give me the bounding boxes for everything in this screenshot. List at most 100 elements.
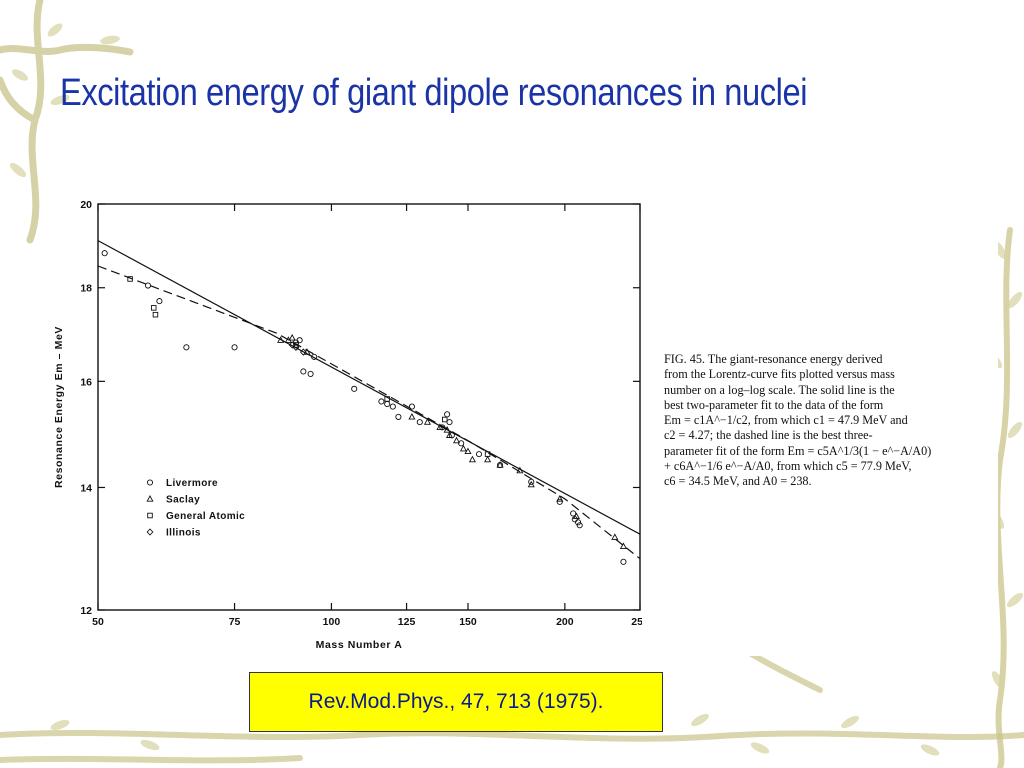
- point-livermore: [389, 403, 396, 410]
- point-livermore: [575, 519, 582, 526]
- chart: 50 75 100 125 150 200 250 12 14 16 18 20 Mass Number…: [53, 199, 642, 651]
- point-livermore: [378, 398, 385, 405]
- legend-marker-illinois: [146, 528, 154, 536]
- point-illinois: [288, 341, 296, 349]
- point-saclay: [464, 447, 472, 455]
- point-saclay: [453, 436, 461, 444]
- caption-line: FIG. 45. The giant-resonance energy deri…: [664, 352, 883, 366]
- point-livermore: [311, 353, 318, 360]
- point-saclay: [423, 418, 432, 425]
- x-tick-label: 75: [229, 616, 241, 628]
- point-livermore: [156, 298, 163, 305]
- point-saclay: [459, 444, 468, 452]
- point-livermore: [556, 498, 563, 505]
- point-livermore: [475, 451, 483, 458]
- point-livermore: [446, 419, 453, 426]
- caption-line: from the Lorentz-curve fits plotted vers…: [664, 367, 895, 382]
- y-tick-label: 20: [80, 199, 92, 211]
- point-livermore: [307, 370, 314, 377]
- point-saclay: [484, 455, 492, 463]
- point-saclay: [556, 494, 564, 502]
- caption-line: best two-parameter fit to the data of th…: [664, 397, 884, 412]
- point-general-atomic: [293, 342, 299, 348]
- x-tick-label: 150: [459, 616, 477, 628]
- data-points: [101, 250, 627, 565]
- point-livermore: [101, 250, 108, 257]
- point-saclay: [516, 466, 524, 474]
- point-saclay: [408, 412, 416, 420]
- caption-line: c6 = 34.5 MeV, and A0 = 238.: [664, 474, 812, 489]
- point-livermore: [576, 522, 583, 529]
- legend-label-saclay: Saclay: [166, 495, 200, 506]
- chart-legend: Livermore Saclay General Atomic Illinois: [146, 478, 245, 539]
- x-tick-label: 200: [556, 616, 574, 628]
- point-saclay: [436, 423, 444, 431]
- caption-line: c2 = 4.27; the dashed line is the best t…: [664, 428, 873, 443]
- point-livermore: [528, 478, 535, 485]
- point-livermore: [144, 282, 152, 289]
- fit-lines: [97, 240, 641, 560]
- legend-label-illinois: Illinois: [166, 528, 201, 539]
- point-saclay: [277, 336, 285, 343]
- caption-line: Em = c1A^−1/c2, from which c1 = 47.9 MeV…: [664, 413, 908, 428]
- point-general-atomic: [441, 416, 448, 423]
- point-livermore: [408, 403, 415, 410]
- point-saclay: [611, 533, 619, 540]
- point-saclay: [468, 455, 476, 463]
- point-general-atomic: [484, 451, 491, 457]
- dashed-fit-line: [97, 265, 641, 560]
- vine-leaves-bottom: [50, 713, 940, 756]
- point-saclay: [445, 431, 454, 438]
- point-saclay: [288, 333, 296, 341]
- legend-label-livermore: Livermore: [166, 478, 218, 489]
- point-livermore: [571, 516, 578, 523]
- point-saclay: [572, 512, 580, 520]
- vine-leaves-left: [9, 23, 120, 178]
- point-saclay: [443, 426, 451, 433]
- point-livermore: [416, 419, 423, 426]
- point-general-atomic: [150, 305, 157, 311]
- caption-line: + c6A^−1/6 e^−A/A0, from which c5 = 77.9…: [664, 459, 912, 474]
- legend-label-general-atomic: General Atomic: [166, 511, 245, 522]
- point-livermore: [620, 558, 627, 565]
- solid-fit-line: [97, 240, 641, 535]
- reference-box: Rev.Mod.Phys., 47, 713 (1975).: [249, 672, 663, 732]
- figure-panel: 50 75 100 125 150 200 250 12 14 16 18 20 Mass Number…: [42, 186, 998, 656]
- point-livermore: [231, 344, 238, 351]
- caption-line: number on a log–log scale. The solid lin…: [664, 382, 895, 397]
- point-saclay: [527, 480, 535, 488]
- vine-left: [0, 0, 134, 244]
- x-axis-label: Mass Number A: [316, 639, 403, 651]
- point-livermore: [296, 337, 303, 344]
- point-livermore: [458, 440, 465, 447]
- point-livermore: [384, 400, 391, 408]
- y-axis-label: Resonance Energy Em – MeV: [53, 326, 65, 488]
- point-livermore: [183, 344, 190, 351]
- point-livermore: [351, 385, 358, 392]
- point-saclay: [619, 542, 627, 550]
- x-tick-label: 100: [323, 616, 341, 628]
- point-saclay: [496, 461, 504, 468]
- point-illinois: [299, 348, 307, 356]
- point-general-atomic: [152, 311, 159, 318]
- y-tick-label: 16: [80, 376, 92, 388]
- figure-caption: FIG. 45. The giant-resonance energy deri…: [664, 352, 982, 490]
- legend-marker-general-atomic: [147, 512, 153, 519]
- point-livermore: [570, 510, 577, 517]
- legend-marker-livermore: [146, 479, 154, 486]
- legend-marker-saclay: [146, 495, 154, 502]
- caption-line: parameter fit of the form Em = c5A^1/3(1…: [664, 443, 932, 458]
- reference-text: Rev.Mod.Phys., 47, 713 (1975).: [308, 690, 604, 713]
- plot-frame: [97, 203, 641, 611]
- point-livermore: [444, 411, 451, 418]
- point-illinois: [292, 343, 300, 351]
- y-tick-label: 12: [80, 605, 92, 617]
- point-livermore: [395, 413, 402, 420]
- chart-axes: 50 75 100 125 150 200 250 12 14 16 18 20 Mass Number…: [53, 199, 642, 651]
- y-tick-label: 18: [80, 283, 92, 295]
- x-tick-label: 50: [92, 616, 104, 628]
- x-tick-label: 250: [631, 616, 642, 628]
- point-general-atomic: [384, 396, 390, 402]
- y-tick-label: 14: [80, 482, 92, 494]
